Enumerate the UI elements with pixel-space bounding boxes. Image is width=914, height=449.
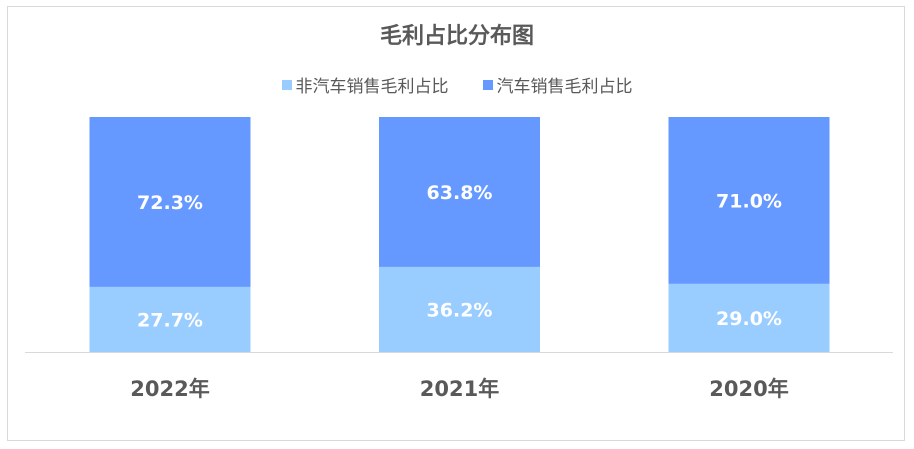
data-label: 36.2% <box>427 299 493 321</box>
legend-item-auto: 汽车销售毛利占比 <box>482 72 633 97</box>
data-label: 29.0% <box>716 308 782 330</box>
legend-swatch <box>482 79 493 90</box>
bar-segment <box>89 117 251 287</box>
x-tick-label: 2021年 <box>420 377 499 401</box>
data-label: 27.7% <box>137 309 203 331</box>
legend-item-non-auto: 非汽车销售毛利占比 <box>281 72 449 97</box>
x-tick-label: 2022年 <box>130 377 209 401</box>
bar-segment <box>668 117 830 284</box>
bar-segment <box>89 286 251 352</box>
data-label: 72.3% <box>137 192 203 214</box>
bar-segment <box>379 266 540 352</box>
legend-label: 非汽车销售毛利占比 <box>295 77 449 97</box>
data-label: 63.8% <box>427 182 493 204</box>
bar-segment <box>668 283 830 352</box>
chart-title: 毛利占比分布图 <box>379 24 534 49</box>
legend-label: 汽车销售毛利占比 <box>496 77 633 97</box>
chart-frame <box>7 6 905 441</box>
legend: 非汽车销售毛利占比 汽车销售毛利占比 <box>0 72 914 97</box>
x-tick-label: 2020年 <box>709 377 788 401</box>
data-label: 71.0% <box>716 190 782 212</box>
legend-swatch <box>281 79 292 90</box>
bar-segment <box>379 117 540 267</box>
